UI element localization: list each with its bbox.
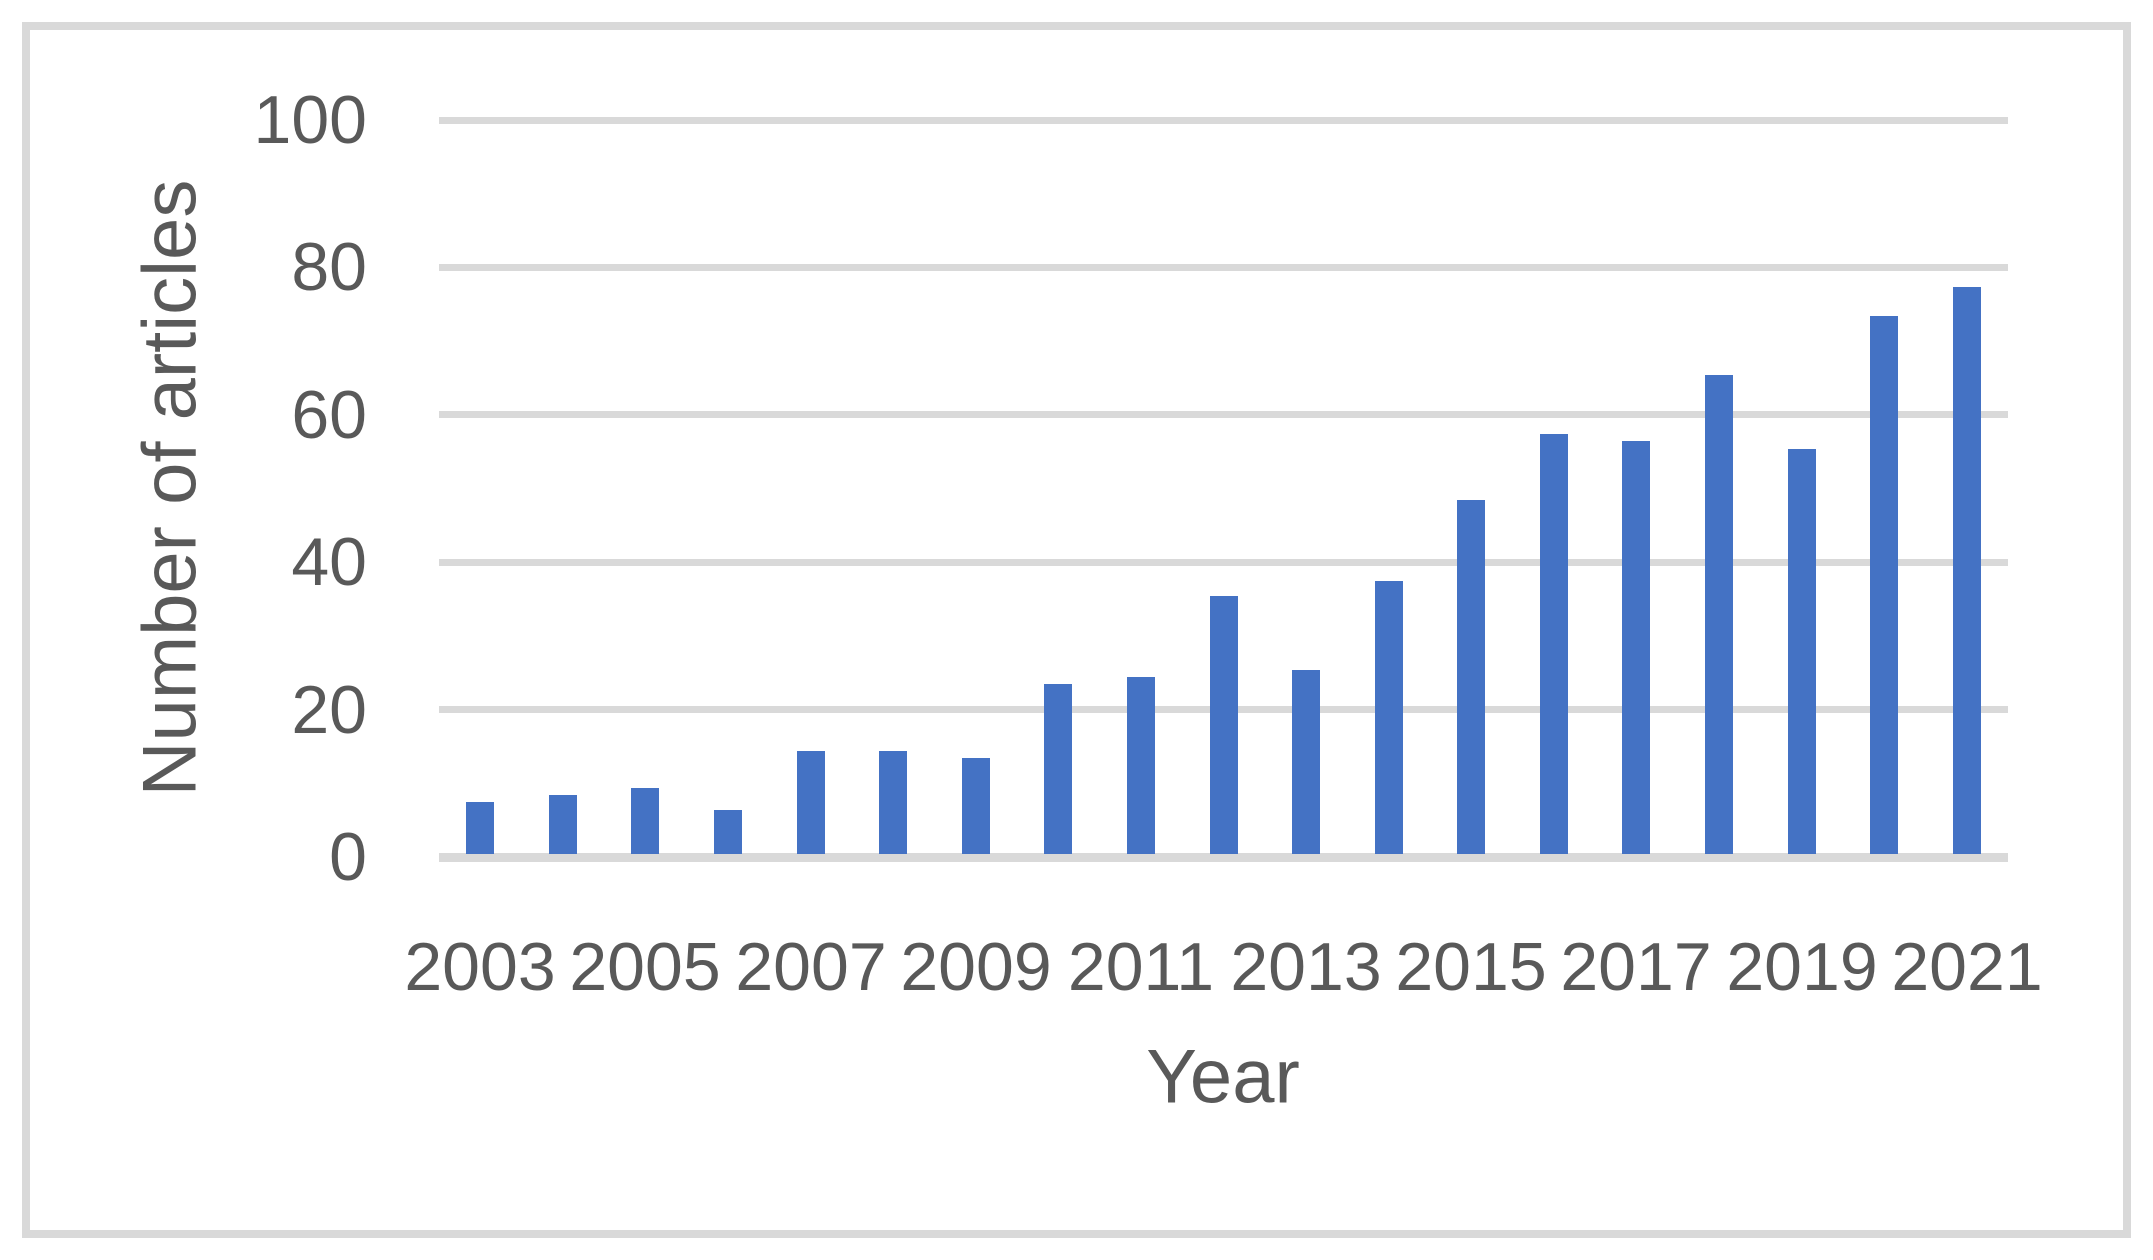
bar-2006 [714, 810, 742, 854]
y-tick-label-60: 60 [291, 377, 367, 453]
gridline-40 [439, 559, 2008, 566]
x-tick-label-2011: 2011 [1067, 929, 1215, 1005]
x-tick-label-2003: 2003 [404, 929, 556, 1005]
y-tick-label-100: 100 [253, 82, 367, 158]
x-tick-label-2021: 2021 [1891, 929, 2043, 1005]
y-axis-title: Number of articles [127, 179, 213, 797]
gridline-60 [439, 411, 2008, 418]
y-tick-label-0: 0 [329, 819, 367, 895]
bar-2011 [1127, 677, 1155, 854]
bar-2016 [1540, 434, 1568, 854]
bar-2003 [466, 802, 494, 854]
bar-2007 [797, 751, 825, 854]
bar-2008 [879, 751, 907, 854]
x-tick-label-2017: 2017 [1560, 929, 1712, 1005]
bar-2014 [1375, 581, 1403, 854]
bar-2020 [1870, 316, 1898, 854]
bar-2009 [962, 758, 990, 854]
bar-2013 [1292, 670, 1320, 854]
figure-border [22, 22, 2131, 1238]
gridline-80 [439, 264, 2008, 271]
bar-2018 [1705, 375, 1733, 854]
bar-2004 [549, 795, 577, 854]
y-tick-label-20: 20 [291, 672, 367, 748]
x-axis-title: Year [1146, 1034, 1300, 1120]
x-tick-label-2009: 2009 [900, 929, 1052, 1005]
x-tick-label-2013: 2013 [1230, 929, 1382, 1005]
bar-2010 [1044, 684, 1072, 854]
x-tick-label-2015: 2015 [1395, 929, 1547, 1005]
bar-2005 [631, 788, 659, 854]
x-tick-label-2005: 2005 [569, 929, 721, 1005]
bar-2021 [1953, 287, 1981, 854]
x-axis-line [439, 853, 2008, 862]
bar-2017 [1622, 441, 1650, 854]
bar-2012 [1210, 596, 1238, 854]
x-tick-label-2007: 2007 [735, 929, 887, 1005]
y-tick-label-80: 80 [291, 229, 367, 305]
y-tick-label-40: 40 [291, 524, 367, 600]
gridline-100 [439, 117, 2008, 124]
bar-2019 [1788, 449, 1816, 854]
bar-2015 [1457, 500, 1485, 854]
x-tick-label-2019: 2019 [1726, 929, 1878, 1005]
